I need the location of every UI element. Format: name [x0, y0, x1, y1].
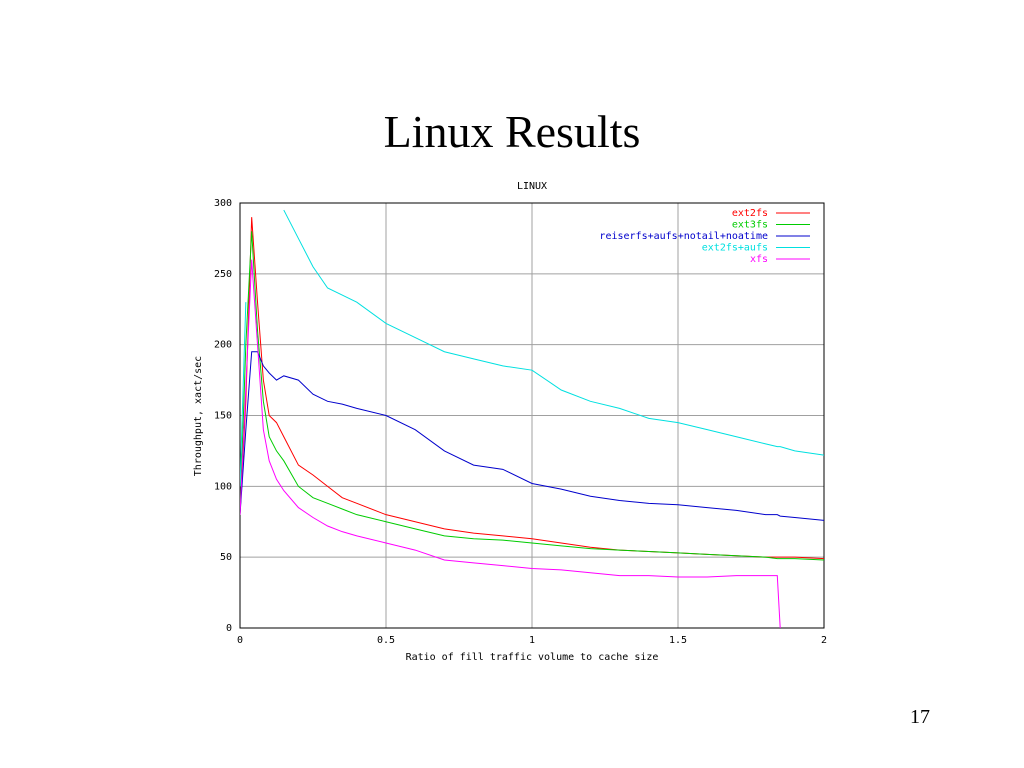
y-tick-label: 100	[214, 481, 232, 492]
legend-label: ext2fs	[732, 208, 768, 219]
x-tick-label: 0.5	[377, 635, 395, 646]
page-number: 17	[910, 706, 930, 728]
x-tick-label: 2	[821, 635, 827, 646]
series-line	[240, 259, 781, 628]
plot-area	[240, 209, 824, 628]
legend-label: ext3fs	[732, 220, 768, 231]
chart-title: LINUX	[517, 181, 547, 192]
y-tick-label: 300	[214, 198, 232, 209]
series-line	[240, 209, 824, 487]
y-tick-label: 250	[214, 269, 232, 280]
y-tick-label: 0	[226, 623, 232, 634]
series-line	[240, 351, 824, 521]
legend-label: reiserfs+aufs+notail+noatime	[599, 231, 768, 242]
y-tick-label: 150	[214, 411, 232, 422]
y-tick-label: 50	[220, 552, 232, 563]
legend-label: xfs	[750, 254, 768, 265]
slide-title: Linux Results	[383, 106, 641, 157]
y-tick-label: 200	[214, 340, 232, 351]
x-tick-label: 0	[237, 635, 243, 646]
series-line	[240, 231, 824, 561]
legend-label: ext2fs+aufs	[702, 243, 768, 254]
plot-frame	[239, 202, 825, 629]
y-axis-label: Throughput, xact/sec	[193, 356, 204, 476]
x-axis-label: Ratio of fill traffic volume to cache si…	[406, 652, 659, 663]
x-tick-label: 1	[529, 635, 535, 646]
x-tick-label: 1.5	[669, 635, 687, 646]
